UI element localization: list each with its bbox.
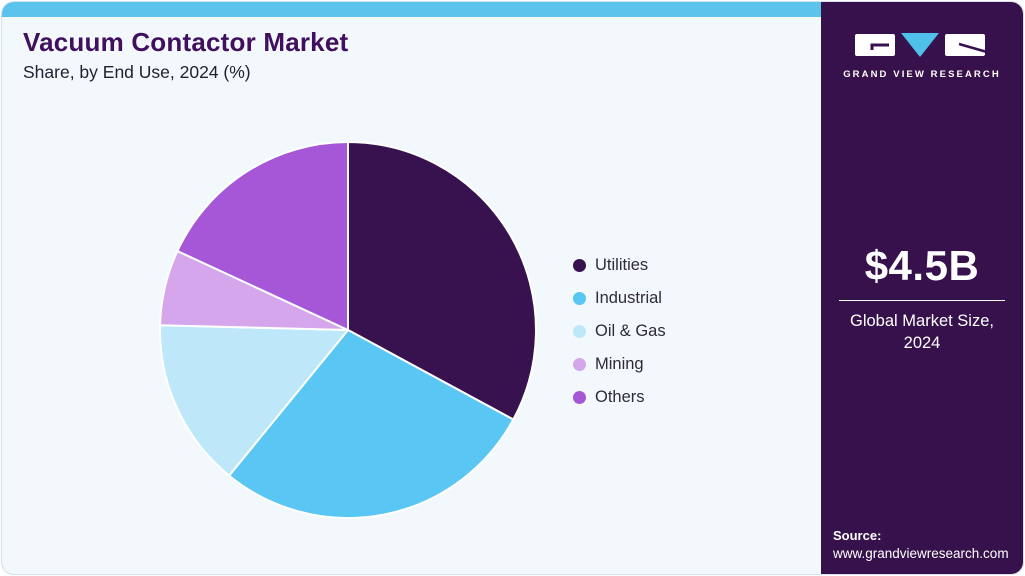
top-accent-bar	[2, 2, 824, 17]
legend: Utilities Industrial Oil & Gas Mining Others	[573, 255, 666, 407]
pie-slice-oil-gas	[159, 324, 349, 477]
legend-item-others: Others	[573, 387, 666, 407]
source-label: Source:	[833, 528, 882, 543]
legend-swatch-icon	[573, 291, 586, 305]
pie-chart	[157, 139, 539, 521]
page-subtitle: Share, by End Use, 2024 (%)	[23, 61, 251, 82]
pie-chart-svg	[159, 141, 537, 519]
legend-swatch-icon	[573, 324, 586, 338]
legend-item-industrial: Industrial	[573, 288, 666, 308]
legend-label: Mining	[595, 354, 644, 373]
gvr-logo-icon	[855, 33, 988, 57]
pie-slice-others	[176, 141, 349, 331]
page-title: Vacuum Contactor Market	[23, 27, 349, 57]
market-size-stat: $4.5B Global Market Size, 2024	[821, 242, 1023, 355]
legend-swatch-icon	[573, 357, 586, 371]
header: Vacuum Contactor Market Share, by End Us…	[23, 28, 583, 83]
pie-slice-industrial	[228, 329, 515, 519]
brand-name: GRAND VIEW RESEARCH	[843, 69, 1001, 80]
logo-v-triangle	[901, 33, 939, 57]
legend-item-utilities: Utilities	[573, 255, 666, 275]
stat-divider	[839, 300, 1005, 301]
source-url-link[interactable]: www.grandviewresearch.com	[833, 546, 1009, 561]
pie-slice-utilities	[347, 141, 537, 421]
legend-item-mining: Mining	[573, 354, 666, 374]
sidebar: GRAND VIEW RESEARCH $4.5B Global Market …	[821, 2, 1023, 574]
stat-label-line2: 2024	[903, 334, 941, 353]
legend-label: Others	[595, 387, 645, 406]
legend-label: Industrial	[595, 288, 662, 307]
source-block: Source: www.grandviewresearch.com	[833, 528, 1009, 561]
stat-label-line1: Global Market Size,	[850, 312, 994, 330]
stat-label: Global Market Size, 2024	[821, 310, 1023, 355]
legend-swatch-icon	[573, 258, 586, 272]
stat-value: $4.5B	[864, 242, 980, 289]
legend-label: Utilities	[595, 255, 649, 274]
brand-logo: GRAND VIEW RESEARCH	[821, 29, 1023, 80]
legend-label: Oil & Gas	[595, 321, 666, 340]
legend-item-oil-gas: Oil & Gas	[573, 321, 666, 341]
legend-swatch-icon	[573, 390, 586, 404]
